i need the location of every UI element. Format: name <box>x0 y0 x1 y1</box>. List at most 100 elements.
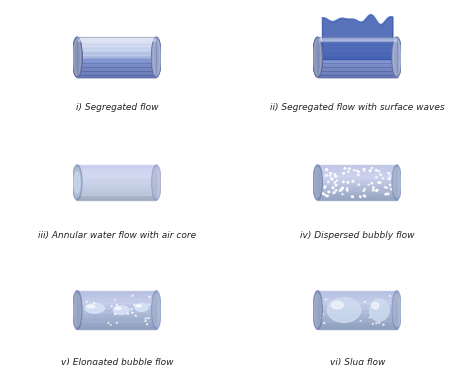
Bar <box>318 39 397 40</box>
Ellipse shape <box>360 196 361 197</box>
Bar <box>318 324 397 326</box>
Bar <box>318 192 397 193</box>
Bar <box>77 53 156 54</box>
Bar <box>77 326 156 327</box>
Bar <box>77 54 156 56</box>
Bar <box>77 63 156 64</box>
Bar <box>318 316 397 318</box>
Bar <box>77 297 156 299</box>
Ellipse shape <box>358 184 360 185</box>
Bar <box>318 61 397 62</box>
Bar <box>77 165 156 166</box>
Bar <box>77 61 156 62</box>
Ellipse shape <box>85 303 104 313</box>
Bar <box>77 198 156 199</box>
Bar <box>77 181 156 182</box>
Bar <box>318 60 397 61</box>
Bar <box>77 37 156 77</box>
Ellipse shape <box>135 303 148 311</box>
Bar <box>77 65 156 66</box>
Bar <box>318 43 397 44</box>
Bar <box>77 314 156 315</box>
Bar <box>318 307 397 309</box>
Bar <box>77 301 156 302</box>
Bar <box>77 40 156 41</box>
Ellipse shape <box>111 306 112 307</box>
Bar <box>318 73 397 74</box>
Ellipse shape <box>364 195 365 196</box>
Ellipse shape <box>370 299 389 321</box>
Bar <box>77 305 156 306</box>
Bar <box>77 44 156 45</box>
Bar <box>77 38 156 39</box>
Bar <box>318 291 397 292</box>
Bar <box>318 188 397 189</box>
Ellipse shape <box>87 305 95 308</box>
Ellipse shape <box>393 293 401 327</box>
Ellipse shape <box>373 187 374 188</box>
Ellipse shape <box>314 39 321 75</box>
Ellipse shape <box>314 39 321 75</box>
Bar <box>318 295 397 296</box>
Bar <box>318 68 397 69</box>
Bar <box>318 37 397 77</box>
Bar <box>318 305 397 306</box>
Ellipse shape <box>328 181 329 182</box>
Bar <box>77 169 156 171</box>
Bar <box>318 304 397 305</box>
Ellipse shape <box>73 39 81 75</box>
Bar <box>318 65 397 66</box>
Ellipse shape <box>152 165 161 200</box>
Bar <box>318 166 397 167</box>
Ellipse shape <box>389 178 391 179</box>
Bar <box>77 185 156 186</box>
Ellipse shape <box>152 37 161 77</box>
Ellipse shape <box>327 174 328 175</box>
Ellipse shape <box>73 37 82 77</box>
Ellipse shape <box>335 176 337 177</box>
Bar <box>77 52 156 53</box>
Ellipse shape <box>378 182 379 183</box>
Bar <box>77 174 156 176</box>
Bar <box>77 76 156 77</box>
Bar <box>318 167 397 168</box>
Ellipse shape <box>148 304 149 305</box>
Ellipse shape <box>334 174 336 175</box>
Bar <box>318 177 397 178</box>
Bar <box>318 59 397 60</box>
Ellipse shape <box>344 168 346 169</box>
Bar <box>318 301 397 302</box>
Bar <box>77 320 156 322</box>
Ellipse shape <box>73 39 81 75</box>
Ellipse shape <box>393 168 401 197</box>
Bar <box>318 76 397 77</box>
Bar <box>77 68 156 69</box>
Ellipse shape <box>325 195 326 196</box>
Ellipse shape <box>324 186 326 187</box>
Bar <box>77 307 156 309</box>
Bar <box>318 64 397 65</box>
Bar <box>77 318 156 319</box>
Bar <box>77 309 156 310</box>
Bar <box>318 165 397 166</box>
Ellipse shape <box>356 170 357 171</box>
Bar <box>77 298 156 300</box>
Ellipse shape <box>327 298 361 322</box>
Ellipse shape <box>347 181 349 183</box>
Ellipse shape <box>321 317 322 318</box>
Bar <box>318 175 397 177</box>
Ellipse shape <box>351 196 354 197</box>
Ellipse shape <box>364 170 365 171</box>
Bar <box>318 173 397 174</box>
Bar <box>318 323 397 324</box>
Bar <box>81 170 151 195</box>
Bar <box>318 297 397 299</box>
Ellipse shape <box>116 304 118 305</box>
Ellipse shape <box>393 39 401 75</box>
Ellipse shape <box>390 184 391 186</box>
Ellipse shape <box>153 168 160 197</box>
Bar <box>318 296 397 297</box>
Ellipse shape <box>380 182 381 183</box>
Bar <box>77 62 156 63</box>
Ellipse shape <box>346 190 348 191</box>
